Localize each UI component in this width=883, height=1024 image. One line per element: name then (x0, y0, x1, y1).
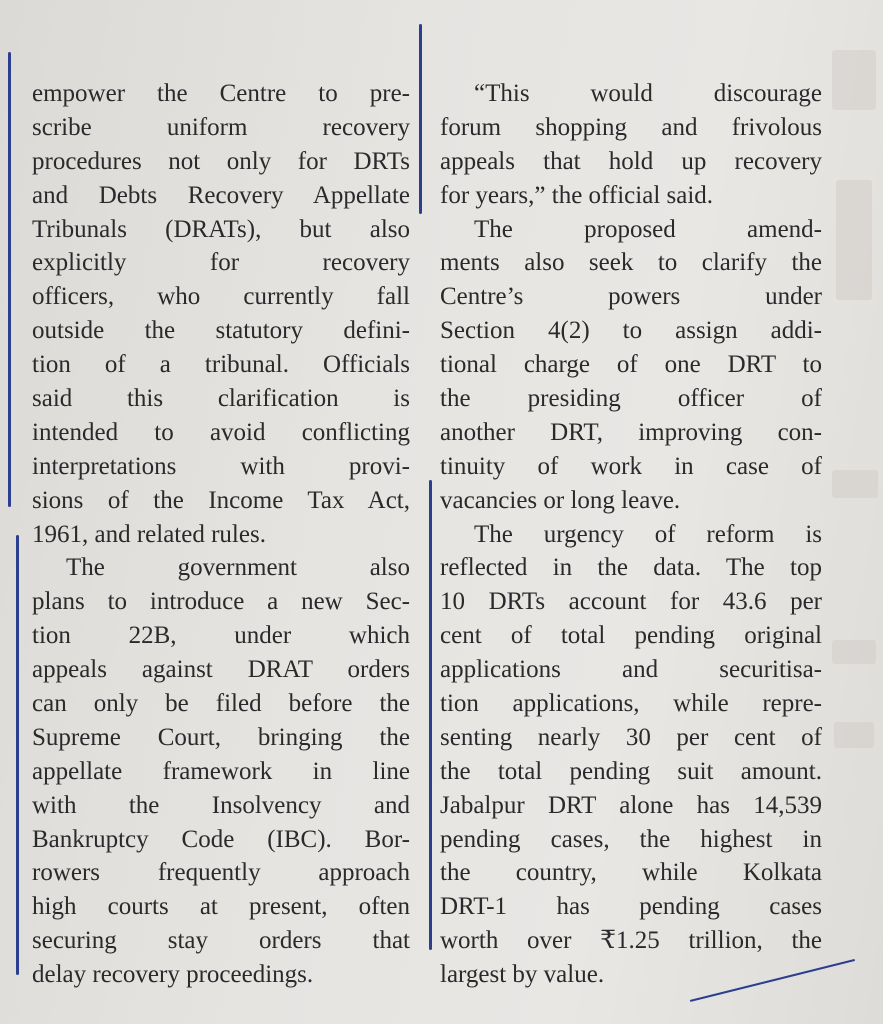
text-line: Section 4(2) to assign addi- (440, 317, 822, 345)
text-line: interpretations with provi- (32, 452, 410, 480)
text-line: tional charge of one DRT to (440, 351, 822, 379)
text-line: reflected in the data. The top (440, 554, 822, 582)
pen-mark-left-bottom (16, 535, 19, 975)
text-line: DRT-1 has pending cases (440, 893, 822, 921)
text-line: Supreme Court, bringing the (32, 723, 410, 751)
text-line: ments also seek to clarify the (440, 249, 822, 277)
text-line: officers, who currently fall (32, 283, 410, 311)
text-line: said this clarification is (32, 385, 410, 413)
text-line: tinuity of work in case of (440, 452, 822, 480)
show-through-mark (834, 722, 874, 748)
text-line: The government also (66, 554, 410, 582)
text-line: cent of total pending original (440, 622, 822, 650)
text-line: largest by value. (440, 961, 605, 989)
text-line: The urgency of reform is (474, 520, 822, 548)
pen-mark-divider-top (419, 24, 422, 214)
text-line: rowers frequently approach (32, 859, 410, 887)
text-line: worth over ₹1.25 trillion, the (440, 927, 822, 955)
text-line: applications and securitisa- (440, 656, 822, 684)
show-through-mark (832, 470, 878, 498)
article-column-right: “This would discourage forum shopping and… (440, 77, 822, 992)
text-line: explicitly for recovery (32, 249, 410, 277)
pen-mark-divider-bottom (429, 480, 432, 950)
text-line: Bankruptcy Code (IBC). Bor- (32, 825, 410, 853)
text-line: sions of the Income Tax Act, (32, 486, 410, 514)
text-line: 1961, and related rules. (32, 520, 266, 548)
text-line: tion 22B, under which (32, 622, 410, 650)
text-line: securing stay orders that (32, 927, 410, 955)
text-line: the presiding officer of (440, 385, 822, 413)
show-through-mark (836, 180, 872, 300)
text-line: 10 DRTs account for 43.6 per (440, 588, 822, 616)
text-line: plans to introduce a new Sec- (32, 588, 410, 616)
text-line: Tribunals (DRATs), but also (32, 215, 410, 243)
text-line: the total pending suit amount. (440, 757, 822, 785)
text-line: procedures not only for DRTs (32, 147, 410, 175)
text-line: the country, while Kolkata (440, 859, 822, 887)
text-line: tion of a tribunal. Officials (32, 351, 410, 379)
text-line: and Debts Recovery Appellate (32, 181, 410, 209)
text-line: delay recovery proceedings. (32, 961, 314, 989)
text-line: scribe uniform recovery (32, 113, 410, 141)
text-line: tion applications, while repre- (440, 690, 822, 718)
text-line: The proposed amend- (474, 215, 822, 243)
text-line: Centre’s powers under (440, 283, 822, 311)
text-line: can only be filed before the (32, 690, 410, 718)
text-line: intended to avoid conflicting (32, 418, 410, 446)
text-line: vacancies or long leave. (440, 486, 681, 514)
text-line: another DRT, improving con- (440, 418, 822, 446)
text-line: appellate framework in line (32, 757, 410, 785)
text-line: senting nearly 30 per cent of (440, 723, 822, 751)
article-column-left: empower the Centre to pre-scribe uniform… (32, 77, 410, 992)
text-line: outside the statutory defini- (32, 317, 410, 345)
text-line: appeals against DRAT orders (32, 656, 410, 684)
text-line: for years,” the official said. (440, 181, 714, 209)
text-line: high courts at present, often (32, 893, 410, 921)
text-line: “This would discourage (474, 80, 822, 107)
text-line: with the Insolvency and (32, 791, 410, 819)
show-through-mark (832, 50, 876, 110)
text-line: empower the Centre to pre- (32, 80, 410, 107)
text-line: forum shopping and frivolous (440, 113, 822, 141)
text-line: appeals that hold up recovery (440, 147, 822, 175)
text-line: pending cases, the highest in (440, 825, 822, 853)
text-line: Jabalpur DRT alone has 14,539 (440, 791, 822, 819)
show-through-mark (832, 640, 876, 664)
pen-mark-left-top (8, 52, 11, 507)
